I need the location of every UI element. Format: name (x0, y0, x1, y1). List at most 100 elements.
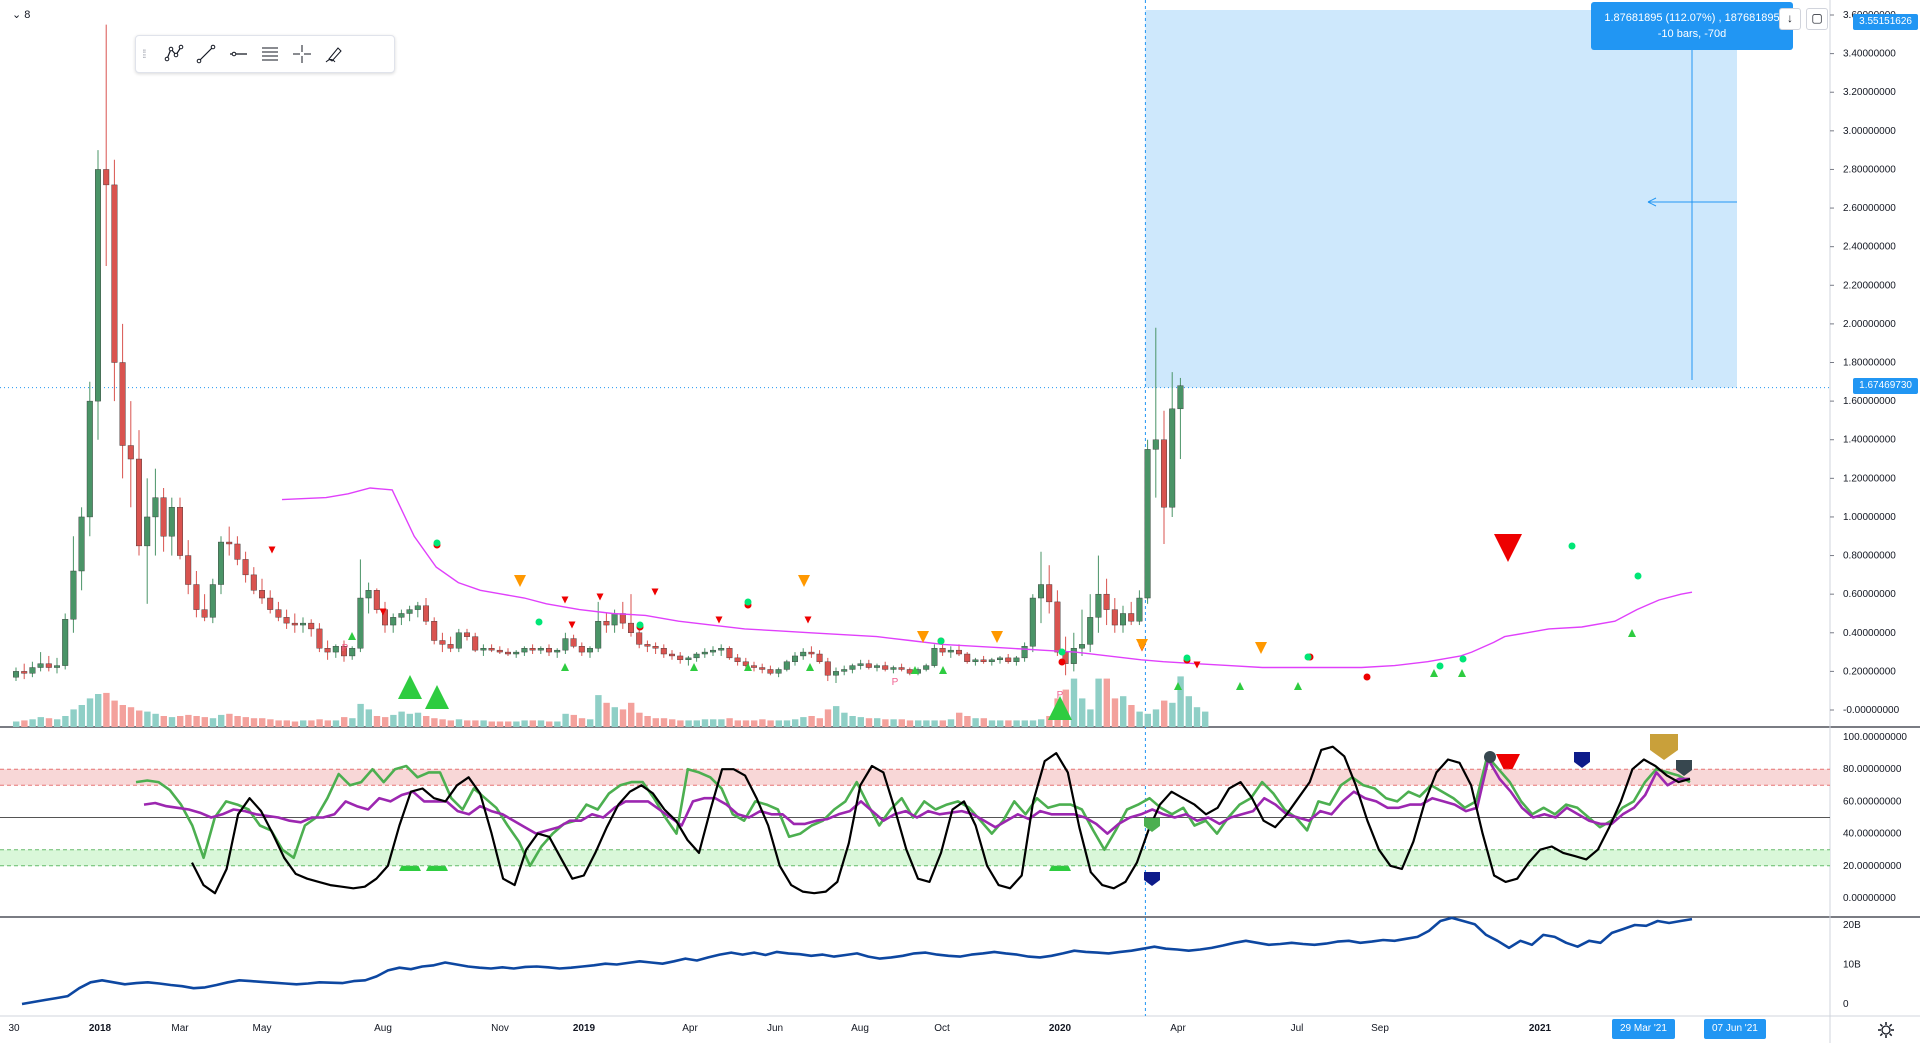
volume-bar (218, 714, 225, 727)
volume-bar (972, 718, 979, 727)
fullscreen-button[interactable]: ▢ (1806, 8, 1828, 30)
volume-bar (373, 716, 381, 727)
big-buy-triangle (1048, 696, 1072, 720)
candle-body (554, 649, 561, 653)
candle-body (521, 648, 528, 653)
volume-bar (324, 720, 331, 727)
volume-bar (37, 717, 44, 727)
square-icon: ▢ (1811, 11, 1823, 25)
candle-body (127, 445, 134, 460)
signal-dot (1568, 542, 1576, 550)
volume-bar (849, 716, 856, 727)
price-axis-label: -0.00000000 (1843, 705, 1900, 716)
buy-triangle (348, 632, 356, 640)
candle-body (160, 497, 167, 537)
candle-body (275, 609, 282, 618)
candle-body (816, 653, 823, 662)
obv-axis-label: 10B (1843, 960, 1861, 971)
candle-body (980, 659, 987, 662)
candle-body (808, 651, 815, 655)
candles-layer[interactable] (12, 24, 1184, 683)
volume-bar (808, 716, 815, 727)
orange-warning-triangle (1136, 639, 1148, 651)
volume-bar (751, 720, 758, 727)
pattern-tool-button[interactable] (158, 39, 190, 69)
volume-bar (406, 713, 413, 727)
candle-body (505, 651, 512, 655)
brush-button[interactable] (318, 39, 350, 69)
candle-body (464, 632, 471, 637)
price-axis-label: 0.80000000 (1843, 551, 1896, 562)
candle-body (226, 541, 233, 545)
volume-bar (1038, 719, 1045, 727)
candle-body (300, 622, 307, 626)
volume-bar (587, 719, 594, 727)
candle-body (1136, 597, 1143, 622)
signal-dot (1304, 653, 1312, 661)
buy-triangle (1236, 682, 1244, 690)
trend-line-icon (196, 44, 216, 64)
volume-bar (1070, 678, 1078, 727)
pattern-p-label: P (1057, 690, 1064, 701)
time-axis-label: 2018 (89, 1023, 112, 1034)
candle-body (357, 597, 364, 649)
drag-handle-icon[interactable]: ⁞⁞ (142, 47, 147, 61)
volume-bar (1103, 678, 1110, 727)
sell-triangle (596, 593, 604, 601)
volume-bar (86, 698, 94, 727)
gear-icon[interactable] (1876, 1020, 1896, 1040)
volume-bar (447, 720, 454, 727)
candle-body (1029, 597, 1036, 647)
candle-body (1046, 584, 1053, 603)
sell-triangle (568, 621, 576, 629)
candle-body (890, 667, 897, 670)
candle-body (135, 458, 142, 547)
volume-bar (480, 720, 487, 727)
symbol-resolution-button[interactable]: ⌄ 8 (8, 6, 34, 24)
candle-body (587, 648, 594, 653)
crosshair-button[interactable] (286, 39, 318, 69)
volume-bar (726, 718, 733, 727)
fib-retracement-button[interactable] (254, 39, 286, 69)
volume-bar (1087, 709, 1094, 727)
volume-bar (775, 720, 782, 727)
trend-line-button[interactable] (190, 39, 222, 69)
sell-triangle (379, 608, 387, 616)
osc-dot-marker (1484, 751, 1496, 763)
arrow-down-icon: ↓ (1787, 11, 1793, 25)
volume-bar (513, 721, 520, 727)
volume-bar (742, 720, 750, 727)
candle-body (603, 620, 610, 626)
volume-bar (29, 719, 36, 727)
osc-axis-label: 40.00000000 (1843, 829, 1902, 840)
price-axis-label: 0.40000000 (1843, 628, 1896, 639)
volume-bar (308, 720, 315, 727)
candle-body (439, 640, 446, 645)
volume-bar (710, 719, 717, 727)
candle-body (1087, 617, 1094, 645)
volume-bar (759, 719, 766, 727)
candle-body (144, 516, 151, 547)
volume-bar (431, 718, 438, 727)
candle-body (636, 632, 643, 645)
volume-bar (562, 713, 569, 727)
volume-bar (119, 705, 126, 727)
oscillator-line-purple (143, 758, 1690, 835)
volume-bar (316, 719, 323, 727)
candle-body (185, 555, 192, 585)
candle-body (234, 543, 241, 560)
candle-body (332, 646, 339, 653)
volume-bar (980, 718, 987, 727)
volume-bar (226, 713, 233, 727)
volume-bar (349, 718, 356, 727)
volume-bar (54, 719, 61, 727)
volume-bar (70, 709, 77, 727)
candle-body (701, 651, 708, 655)
volume-bar (701, 719, 709, 727)
horizontal-ray-button[interactable] (222, 39, 254, 69)
candle-body (513, 651, 520, 655)
scroll-down-button[interactable]: ↓ (1779, 8, 1801, 30)
candle-body (242, 559, 249, 576)
